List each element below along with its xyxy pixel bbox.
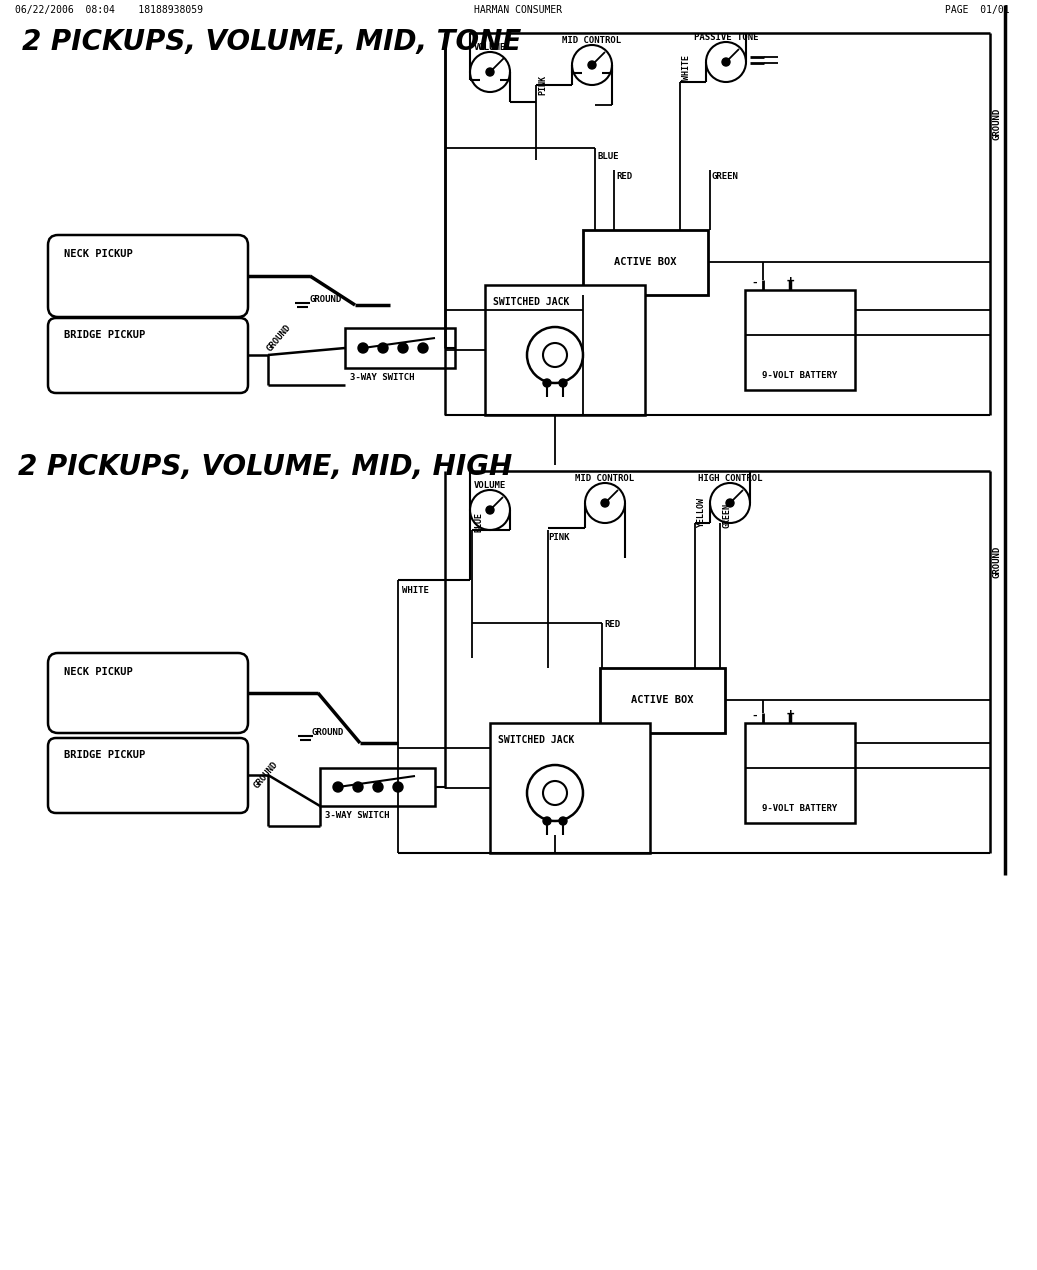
Text: BRIDGE PICKUP: BRIDGE PICKUP xyxy=(64,751,145,759)
Text: ACTIVE BOX: ACTIVE BOX xyxy=(630,695,694,705)
Circle shape xyxy=(710,483,750,523)
Bar xyxy=(600,668,725,733)
Text: ACTIVE BOX: ACTIVE BOX xyxy=(614,257,676,267)
Text: RED: RED xyxy=(616,171,633,182)
Text: BLUE: BLUE xyxy=(597,152,618,161)
Text: VOLUME: VOLUME xyxy=(474,481,506,490)
Circle shape xyxy=(706,42,746,83)
Circle shape xyxy=(543,343,567,367)
Text: HARMAN CONSUMER: HARMAN CONSUMER xyxy=(474,5,562,15)
Text: GROUND: GROUND xyxy=(252,761,280,791)
Text: WHITE: WHITE xyxy=(682,55,691,80)
FancyBboxPatch shape xyxy=(48,318,248,392)
Text: +: + xyxy=(786,276,793,288)
Text: 2 PICKUPS, VOLUME, MID, HIGH: 2 PICKUPS, VOLUME, MID, HIGH xyxy=(18,453,512,481)
Circle shape xyxy=(353,782,363,792)
Text: GREEN: GREEN xyxy=(712,171,739,182)
Circle shape xyxy=(373,782,383,792)
Circle shape xyxy=(572,44,612,85)
Text: PINK: PINK xyxy=(548,533,569,542)
Text: MID CONTROL: MID CONTROL xyxy=(576,474,635,483)
Text: 9-VOLT BATTERY: 9-VOLT BATTERY xyxy=(762,804,838,813)
Text: HIGH CONTROL: HIGH CONTROL xyxy=(698,474,762,483)
Text: SWITCHED JACK: SWITCHED JACK xyxy=(498,735,574,745)
Circle shape xyxy=(486,505,494,514)
Circle shape xyxy=(470,490,510,530)
Text: PAGE  01/01: PAGE 01/01 xyxy=(946,5,1010,15)
Text: PINK: PINK xyxy=(538,75,546,95)
FancyBboxPatch shape xyxy=(48,235,248,318)
Text: WHITE: WHITE xyxy=(402,585,429,596)
Text: 2 PICKUPS, VOLUME, MID, TONE: 2 PICKUPS, VOLUME, MID, TONE xyxy=(22,28,522,56)
Text: GROUND: GROUND xyxy=(310,295,342,304)
Bar xyxy=(345,328,455,368)
Text: 9-VOLT BATTERY: 9-VOLT BATTERY xyxy=(762,371,838,380)
Circle shape xyxy=(398,343,408,353)
Text: 3-WAY SWITCH: 3-WAY SWITCH xyxy=(351,373,415,382)
Text: MID CONTROL: MID CONTROL xyxy=(562,36,621,44)
Text: BLUE: BLUE xyxy=(474,512,483,532)
Circle shape xyxy=(393,782,403,792)
Bar xyxy=(320,768,435,806)
Text: 06/22/2006  08:04    18188938059: 06/22/2006 08:04 18188938059 xyxy=(15,5,203,15)
Text: SWITCHED JACK: SWITCHED JACK xyxy=(493,297,569,307)
Circle shape xyxy=(585,483,625,523)
Text: +: + xyxy=(786,707,793,721)
Circle shape xyxy=(527,326,583,384)
Circle shape xyxy=(543,781,567,805)
Bar xyxy=(583,230,708,295)
Circle shape xyxy=(379,343,388,353)
Circle shape xyxy=(470,52,510,91)
Text: GROUND: GROUND xyxy=(265,324,292,354)
Bar xyxy=(745,290,854,390)
Text: VOLUME: VOLUME xyxy=(474,43,506,52)
Circle shape xyxy=(726,499,734,507)
Text: -: - xyxy=(752,711,758,721)
Text: GROUND: GROUND xyxy=(312,728,344,737)
Circle shape xyxy=(588,61,596,69)
Text: NECK PICKUP: NECK PICKUP xyxy=(64,667,133,677)
Circle shape xyxy=(543,378,551,387)
Text: NECK PICKUP: NECK PICKUP xyxy=(64,249,133,259)
Circle shape xyxy=(601,499,609,507)
Circle shape xyxy=(527,765,583,820)
Text: BRIDGE PICKUP: BRIDGE PICKUP xyxy=(64,330,145,340)
Text: GROUND: GROUND xyxy=(992,108,1002,140)
Text: YELLOW: YELLOW xyxy=(697,498,706,528)
Text: 3-WAY SWITCH: 3-WAY SWITCH xyxy=(325,812,390,820)
Circle shape xyxy=(486,69,494,76)
Circle shape xyxy=(559,378,567,387)
Circle shape xyxy=(543,817,551,826)
Circle shape xyxy=(333,782,343,792)
FancyBboxPatch shape xyxy=(48,738,248,813)
Bar xyxy=(491,723,650,853)
Circle shape xyxy=(722,58,730,66)
Bar xyxy=(745,723,854,823)
Text: GREEN: GREEN xyxy=(722,503,731,528)
Text: -: - xyxy=(752,278,758,288)
Text: PASSIVE TONE: PASSIVE TONE xyxy=(694,33,758,42)
Circle shape xyxy=(559,817,567,826)
Bar xyxy=(485,284,645,415)
FancyBboxPatch shape xyxy=(48,653,248,733)
Text: GROUND: GROUND xyxy=(992,546,1002,578)
Circle shape xyxy=(418,343,428,353)
Circle shape xyxy=(358,343,368,353)
Text: RED: RED xyxy=(604,620,620,629)
